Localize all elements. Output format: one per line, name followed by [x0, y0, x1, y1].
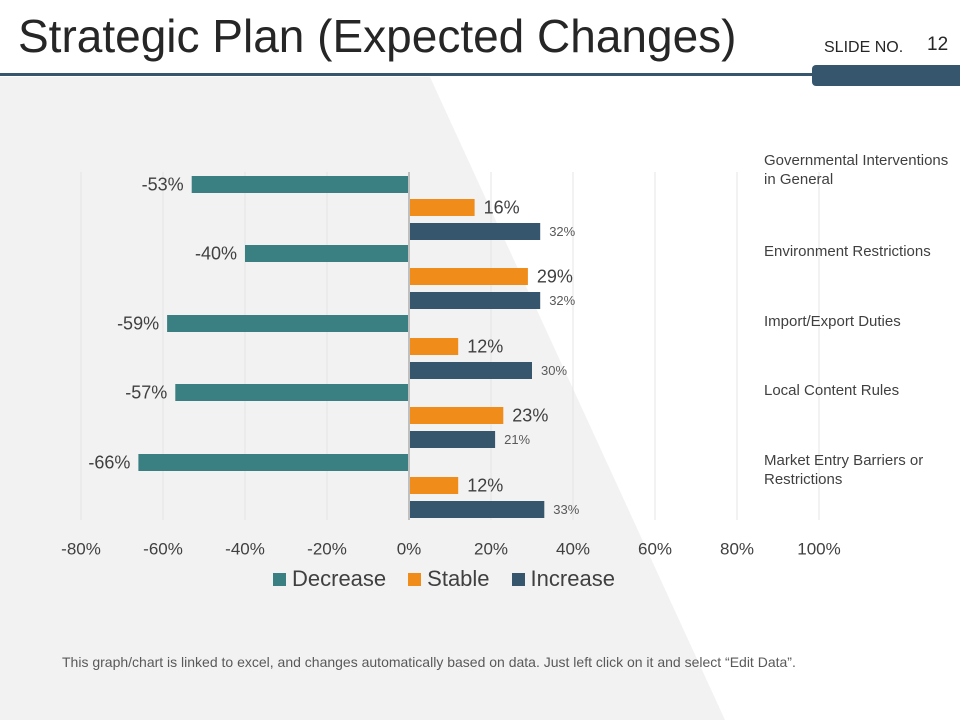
data-label-increase: 32% [549, 293, 575, 308]
bar-stable [409, 338, 459, 355]
legend-item-decrease: Decrease [273, 566, 386, 592]
data-label-stable: 12% [467, 337, 503, 357]
bar-increase [409, 223, 541, 240]
category-label: Governmental Interventions in General [764, 152, 949, 188]
bar-increase [409, 501, 545, 518]
legend-swatch-increase [511, 572, 525, 586]
data-label-decrease: -57% [125, 383, 167, 403]
bar-decrease [175, 384, 409, 401]
legend-swatch-decrease [273, 572, 286, 586]
bar-stable [409, 268, 528, 285]
bar-stable [409, 477, 459, 494]
x-tick-label: -80% [61, 540, 101, 559]
x-tick-label: 0% [397, 540, 422, 559]
data-label-decrease: -59% [117, 314, 159, 334]
bar-decrease [138, 454, 409, 471]
bar-stable [409, 199, 475, 216]
data-label-decrease: -53% [142, 175, 184, 195]
data-label-increase: 30% [541, 363, 567, 378]
slide-number-tab [812, 65, 960, 86]
legend-item-stable: Stable [408, 566, 490, 592]
x-tick-label: 40% [556, 540, 590, 559]
x-tick-label: 20% [474, 540, 508, 559]
x-tick-label: -60% [143, 540, 183, 559]
slide-number-label: SLIDE NO. [824, 39, 904, 56]
bar-increase [409, 362, 532, 379]
bar-increase [409, 431, 496, 448]
data-label-stable: 12% [467, 476, 503, 496]
bar-stable [409, 407, 504, 424]
legend-label-stable: Stable [427, 566, 490, 591]
bar-decrease [191, 176, 409, 193]
footer-note: This graph/chart is linked to excel, and… [62, 654, 796, 670]
category-label: Environment Restrictions [764, 243, 931, 260]
chart-legend: Decrease Stable Increase [273, 566, 615, 592]
data-label-increase: 32% [549, 224, 575, 239]
data-label-stable: 16% [484, 198, 520, 218]
data-label-increase: 21% [504, 432, 530, 447]
x-tick-label: -40% [225, 540, 265, 559]
data-label-increase: 33% [553, 502, 579, 517]
x-tick-label: 80% [720, 540, 754, 559]
data-label-stable: 29% [537, 267, 573, 287]
x-tick-label: -20% [307, 540, 347, 559]
bar-decrease [245, 245, 409, 262]
bar-decrease [167, 315, 409, 332]
title-rule [0, 73, 820, 76]
data-label-stable: 23% [512, 406, 548, 426]
category-label: Import/Export Duties [764, 313, 901, 330]
legend-swatch-stable [408, 572, 422, 586]
legend-label-increase: Increase [530, 566, 615, 591]
legend-label-decrease: Decrease [292, 566, 387, 591]
data-label-decrease: -40% [195, 244, 237, 264]
bar-increase [409, 292, 541, 309]
category-label: Local Content Rules [764, 382, 900, 399]
page-title: Strategic Plan (Expected Changes) [18, 10, 737, 62]
data-label-decrease: -66% [88, 453, 130, 473]
x-tick-label: 60% [638, 540, 672, 559]
slide-number: 12 [927, 34, 949, 55]
category-label: Market Entry Barriers or Restrictions [764, 452, 924, 488]
legend-item-increase: Increase [511, 566, 615, 592]
x-tick-label: 100% [797, 540, 840, 559]
